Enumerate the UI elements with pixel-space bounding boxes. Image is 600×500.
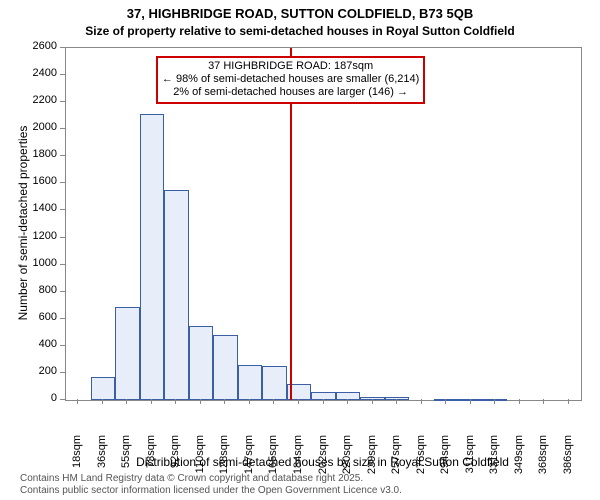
y-tick-label: 200 [0,365,57,377]
x-tick [519,399,520,404]
reference-callout-line: 37 HIGHBRIDGE ROAD: 187sqm [162,60,419,73]
x-tick-label: 202sqm [317,435,329,487]
x-tick [568,399,569,404]
x-tick [77,399,78,404]
x-tick-label: 331sqm [488,435,500,487]
plot-area: 37 HIGHBRIDGE ROAD: 187sqm← 98% of semi-… [65,47,582,401]
y-tick [60,47,65,48]
histogram-bar [140,114,165,400]
x-tick-label: 73sqm [145,435,157,487]
y-tick-label: 2600 [0,40,57,52]
y-tick [60,128,65,129]
y-tick [60,345,65,346]
x-tick-label: 110sqm [194,435,206,487]
y-tick [60,291,65,292]
x-tick-label: 220sqm [341,435,353,487]
x-tick-label: 184sqm [292,435,304,487]
y-tick [60,264,65,265]
y-tick-label: 400 [0,338,57,350]
histogram-bar [164,190,189,400]
x-tick-label: 386sqm [562,435,574,487]
x-tick [421,399,422,404]
x-tick [372,399,373,404]
chart-title-line1: 37, HIGHBRIDGE ROAD, SUTTON COLDFIELD, B… [0,6,600,21]
y-tick [60,182,65,183]
x-tick [298,399,299,404]
histogram-bar [189,326,214,400]
chart-title-line2: Size of property relative to semi-detach… [0,24,600,38]
y-tick [60,399,65,400]
y-tick-label: 600 [0,311,57,323]
y-tick-label: 1000 [0,257,57,269]
x-tick-label: 36sqm [96,435,108,487]
reference-callout-line: ← 98% of semi-detached houses are smalle… [162,73,419,86]
x-tick-label: 349sqm [513,435,525,487]
x-tick [273,399,274,404]
y-tick-label: 0 [0,392,57,404]
x-tick [494,399,495,404]
reference-callout-line: 2% of semi-detached houses are larger (1… [162,86,419,99]
x-tick-label: 165sqm [267,435,279,487]
x-tick-label: 294sqm [439,435,451,487]
x-tick-label: 311sqm [464,435,476,487]
y-tick [60,155,65,156]
y-tick-label: 1800 [0,148,57,160]
x-tick-label: 128sqm [218,435,230,487]
x-tick [200,399,201,404]
x-tick-label: 55sqm [120,435,132,487]
x-tick-label: 276sqm [415,435,427,487]
x-tick [445,399,446,404]
x-tick-label: 147sqm [243,435,255,487]
y-tick-label: 1200 [0,230,57,242]
x-tick-label: 368sqm [537,435,549,487]
y-tick-label: 2400 [0,67,57,79]
x-tick [323,399,324,404]
y-tick [60,372,65,373]
y-tick-label: 1600 [0,175,57,187]
x-tick [102,399,103,404]
x-tick-label: 257sqm [390,435,402,487]
x-tick [470,399,471,404]
y-tick-label: 2200 [0,94,57,106]
x-tick-label: 239sqm [366,435,378,487]
x-tick [224,399,225,404]
y-tick [60,237,65,238]
y-tick-label: 2000 [0,121,57,133]
y-tick [60,101,65,102]
histogram-bar [115,307,140,400]
y-tick-label: 800 [0,284,57,296]
x-tick-label: 92sqm [169,435,181,487]
y-tick [60,74,65,75]
histogram-bar [238,365,263,400]
reference-callout: 37 HIGHBRIDGE ROAD: 187sqm← 98% of semi-… [156,56,425,104]
histogram-bar [262,366,287,400]
y-tick [60,318,65,319]
x-tick [175,399,176,404]
y-tick-label: 1400 [0,202,57,214]
y-tick [60,209,65,210]
x-tick [151,399,152,404]
x-tick [249,399,250,404]
x-tick [126,399,127,404]
x-tick [543,399,544,404]
histogram-bar [91,377,116,400]
x-tick [396,399,397,404]
x-tick-label: 18sqm [71,435,83,487]
histogram-bar [213,335,238,400]
x-tick [347,399,348,404]
